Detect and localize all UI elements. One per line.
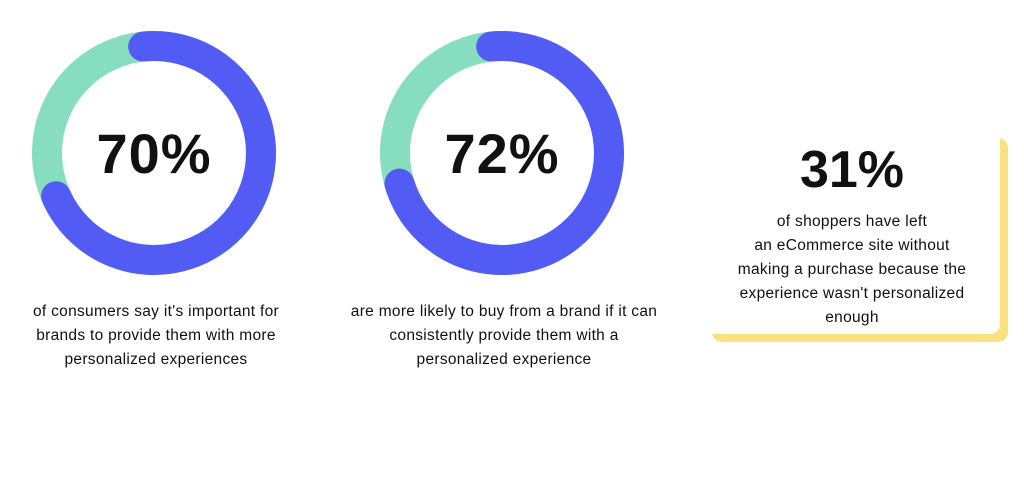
donut-label: 72%	[444, 121, 560, 185]
stat-value: 31%	[799, 141, 905, 199]
donut-label: 70%	[96, 121, 212, 185]
donut-value-slice	[41, 31, 276, 275]
donut-caption: are more likely to buy from a brand if i…	[350, 303, 658, 368]
stat-card: 31% of shoppers have left an eCommerce s…	[704, 130, 1000, 334]
donut-chart-72: 72%	[379, 30, 625, 276]
donut-value-slice	[384, 31, 624, 275]
stat-text: of shoppers have left an eCommerce site …	[737, 213, 967, 326]
donut-svg	[380, 31, 624, 275]
donut-caption: of consumers say it's important for bran…	[32, 303, 280, 368]
donut-svg	[32, 31, 276, 275]
donut-chart-70: 70%	[31, 30, 277, 276]
